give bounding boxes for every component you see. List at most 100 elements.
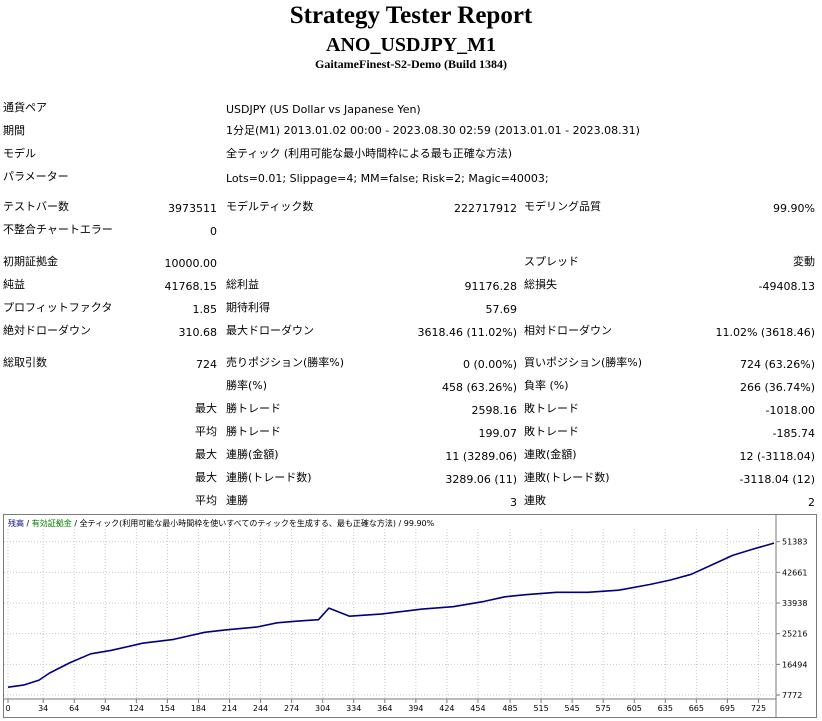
model-value: 全ティック (利用可能な最小時間枠による最も正確な方法) [226,147,513,160]
balance-chart-svg: 0 34 64 94 124 154 184 214 244 274 304 334 364 394 424… [4,515,807,717]
legend-description: / 全ティック(利用可能な最小時間枠を使いすべてのティックを生成する、最も正確な… [71,519,435,528]
average-loss-value: -185.74 [772,427,815,440]
largest-profit-label: 勝トレード [226,402,281,415]
y-tick-label: 33938 [782,599,807,608]
profit-trades-label: 勝率(%) [226,379,268,392]
consecutive-profit-value: 3289.06 (11) [445,473,517,486]
x-tick-label: 0 [5,704,10,713]
x-tick-label: 304 [315,704,330,713]
x-tick-label: 34 [38,704,48,713]
x-tick-label: 334 [346,704,361,713]
x-tick-label: 184 [191,704,206,713]
y-tick-label: 16494 [782,660,807,669]
average-loss-label: 敗トレード [524,425,579,438]
average-profit-label: 勝トレード [226,425,281,438]
report-subtitle: ANO_USDJPY_M1 [326,34,496,56]
total-trades-value: 724 [196,358,217,371]
x-tick-label: 605 [627,704,642,713]
relative-drawdown-label: 相対ドローダウン [524,324,612,337]
short-positions-label: 売りポジション(勝率%) [226,356,345,369]
gross-profit-label: 総利益 [226,278,259,291]
parameters-value: Lots=0.01; Slippage=4; MM=false; Risk=2;… [226,172,549,185]
x-tick-label: 485 [502,704,517,713]
total-trades-label: 総取引数 [3,356,47,369]
average-consecutive-losses-value: 2 [808,496,815,509]
ticks-label: モデルティック数 [226,200,314,213]
report-title: Strategy Tester Report [289,2,533,29]
legend-separator: / [24,519,32,528]
consecutive-loss-label: 連敗(トレード数) [524,471,610,484]
x-tick-label: 244 [253,704,268,713]
consecutive-profit-label: 連勝(トレード数) [226,471,312,484]
x-tick-label: 575 [596,704,611,713]
mismatch-label: 不整合チャートエラー [3,223,113,236]
largest-profit-value: 2598.16 [471,404,518,417]
quality-label: モデリング品質 [524,200,601,213]
y-tick-label: 7772 [782,691,802,700]
profit-factor-label: プロフィットファクタ [3,301,113,314]
deposit-value: 10000.00 [164,257,218,270]
relative-drawdown-value: 11.02% (3618.46) [715,326,815,339]
x-tick-label: 665 [689,704,704,713]
x-tick-label: 394 [408,704,423,713]
x-tick-label: 545 [565,704,580,713]
x-tick-label: 124 [129,704,144,713]
average-consecutive-wins-label: 連勝 [226,494,248,507]
profit-trades-value: 458 (63.26%) [441,381,517,394]
net-profit-label: 純益 [3,278,25,291]
maximal-drawdown-label: 最大ドローダウン [226,324,314,337]
maximal-drawdown-value: 3618.46 (11.02%) [417,326,517,339]
expected-payoff-value: 57.69 [485,303,518,316]
y-tick-label: 51383 [782,538,807,547]
bars-value: 3973511 [168,202,217,215]
y-tick-label: 25216 [782,630,807,639]
largest-loss-label: 敗トレード [524,402,579,415]
average-consecutive-wins-value: 3 [510,496,517,509]
spread-label: スプレッド [524,255,579,268]
max-consecutive-label: 最大 [195,448,217,461]
x-tick-label: 454 [470,704,485,713]
max-consecutive-2-label: 最大 [195,471,217,484]
legend-equity: 有効証拠金 [31,519,72,528]
spread-value: 変動 [793,255,815,268]
quality-value: 99.90% [773,202,815,215]
x-tick-label: 94 [100,704,110,713]
server-name: GaitameFinest-S2-Demo (Build 1384) [315,57,507,71]
loss-trades-label: 負率 (%) [524,379,569,392]
symbol-value: USDJPY (US Dollar vs Japanese Yen) [226,103,421,116]
loss-trades-value: 266 (36.74%) [739,381,815,394]
x-tick-label: 364 [377,704,392,713]
consecutive-wins-money-label: 連勝(金額) [226,448,279,461]
x-tick-label: 695 [720,704,735,713]
expected-payoff-label: 期待利得 [226,301,270,314]
net-profit-value: 41768.15 [164,280,218,293]
consecutive-loss-value: -3118.04 (12) [739,473,815,486]
symbol-label: 通貨ペア [3,101,47,114]
model-label: モデル [3,147,36,160]
mismatch-value: 0 [210,225,217,238]
consecutive-losses-money-value: 12 (-3118.04) [739,450,815,463]
x-tick-label: 515 [533,704,548,713]
chart-legend: 残高 / 有効証拠金 / 全ティック(利用可能な最小時間枠を使いすべてのティック… [8,519,434,529]
x-tick-label: 424 [439,704,454,713]
x-tick-label: 635 [658,704,673,713]
consecutive-losses-money-label: 連敗(金額) [524,448,577,461]
absolute-drawdown-label: 絶対ドローダウン [3,324,91,337]
y-tick-label: 42661 [782,568,807,577]
legend-balance: 残高 [8,519,24,528]
x-tick-label: 154 [160,704,175,713]
profit-factor-value: 1.85 [192,303,218,316]
parameters-label: パラメーター [3,170,69,183]
period-label: 期間 [3,124,25,137]
gross-profit-value: 91176.28 [464,280,518,293]
balance-chart: 0 34 64 94 124 154 184 214 244 274 304 334 364 394 424… [3,514,817,718]
period-value: 1分足(M1) 2013.01.02 00:00 - 2023.08.30 02… [226,124,640,137]
largest-loss-value: -1018.00 [765,404,815,417]
gross-loss-label: 総損失 [524,278,557,291]
average-label: 平均 [195,425,217,438]
bars-label: テストバー数 [3,200,69,213]
balance-series-line [7,542,775,688]
long-positions-value: 724 (63.26%) [739,358,815,371]
gross-loss-value: -49408.13 [758,280,815,293]
x-tick-label: 214 [222,704,237,713]
